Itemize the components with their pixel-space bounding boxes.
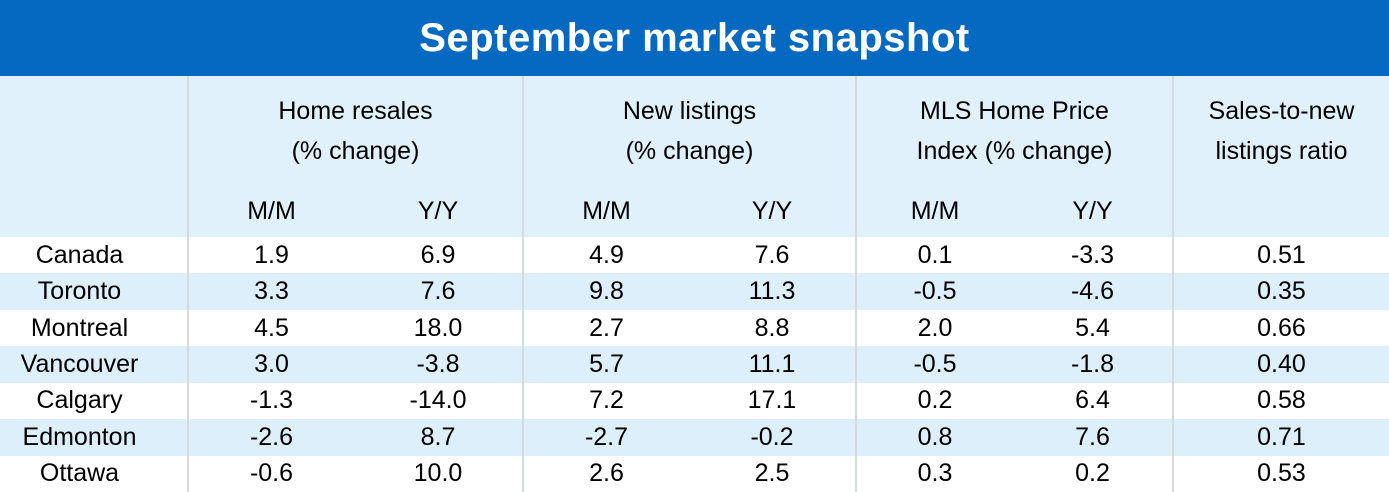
value-cell: -3.3 (1070, 240, 1115, 269)
col-header-line: New listings (622, 96, 757, 125)
table-row: Vancouver 3.0 -3.8 5.7 11.1 -0.5 -1.8 0.40 (0, 346, 1389, 383)
value-cell: 8.8 (754, 313, 790, 342)
value-cell: 2.5 (754, 459, 790, 488)
value-cell: 11.3 (748, 277, 796, 306)
subheader-nl-mm: M/M (522, 185, 689, 237)
col-header-line: Sales-to-new (1208, 96, 1355, 125)
subheader-hr-mm: M/M (187, 185, 354, 237)
col-header-line: Home resales (278, 96, 433, 125)
value-cell: 0.53 (1172, 455, 1389, 492)
table-row: Edmonton -2.6 8.7 -2.7 -0.2 0.8 7.6 0.71 (0, 419, 1389, 456)
value-cell: 0.71 (1172, 419, 1389, 456)
table-row: Toronto 3.3 7.6 9.8 11.3 -0.5 -4.6 0.35 (0, 273, 1389, 310)
value-cell: 7.2 (522, 382, 689, 420)
value-cell: 5.4 (1075, 313, 1110, 342)
value-cell: 3.3 (187, 273, 354, 310)
value-cell: 6.4 (1075, 386, 1110, 415)
city-cell: Montreal (30, 313, 129, 342)
col-header-mls-hpi: MLS Home Price Index (% change) (855, 76, 1172, 185)
value-cell: 2.6 (522, 455, 689, 492)
subheader-ratio-blank (1172, 185, 1389, 237)
value-cell: 0.40 (1172, 346, 1389, 383)
value-cell: -0.6 (187, 455, 354, 492)
value-cell: -14.0 (409, 386, 467, 415)
city-cell: Calgary (36, 386, 123, 415)
city-cell: Edmonton (22, 422, 137, 451)
col-header-line: listings ratio (1215, 136, 1348, 165)
city-column-header-blank (0, 76, 187, 185)
subheader-nl-yy: Y/Y (751, 196, 793, 225)
subheader-mls-yy: Y/Y (1072, 196, 1113, 225)
subheader-mls-mm: M/M (855, 185, 1013, 237)
col-header-sales-to-new-ratio: Sales-to-new listings ratio (1172, 76, 1389, 185)
value-cell: 0.2 (855, 382, 1013, 420)
value-cell: -1.3 (187, 382, 354, 420)
value-cell: 0.2 (1075, 459, 1110, 488)
value-cell: 0.3 (855, 455, 1013, 492)
value-cell: 5.7 (522, 346, 689, 383)
value-cell: 0.35 (1172, 273, 1389, 310)
value-cell: 0.51 (1172, 237, 1389, 274)
value-cell: -2.7 (522, 419, 689, 456)
table-body: Canada 1.9 6.9 4.9 7.6 0.1 -3.3 0.51 Toronto 3.3 7… (0, 237, 1389, 492)
value-cell: 2.0 (855, 309, 1013, 347)
value-cell: -0.5 (855, 273, 1013, 310)
value-cell: 11.1 (748, 349, 796, 378)
table-row: Calgary -1.3 -14.0 7.2 17.1 0.2 6.4 0.58 (0, 382, 1389, 420)
table-row: Montreal 4.5 18.0 2.7 8.8 2.0 5.4 0.66 (0, 309, 1389, 347)
col-header-home-resales: Home resales (% change) (187, 76, 522, 185)
col-header-line: (% change) (291, 136, 420, 165)
city-cell: Canada (35, 240, 124, 269)
city-cell: Vancouver (20, 349, 139, 378)
value-cell: 0.1 (855, 237, 1013, 274)
city-cell: Toronto (37, 277, 122, 306)
value-cell: 8.7 (420, 422, 456, 451)
value-cell: 0.66 (1172, 309, 1389, 347)
col-header-line: MLS Home Price (920, 96, 1109, 125)
value-cell: -2.6 (187, 419, 354, 456)
value-cell: 7.6 (754, 240, 790, 269)
value-cell: 7.6 (1075, 422, 1110, 451)
col-header-line: Index (% change) (916, 136, 1113, 165)
subheader-row: M/M Y/Y M/M Y/Y M/M Y/Y (0, 185, 1389, 237)
value-cell: -1.8 (1070, 349, 1115, 378)
table-row: Canada 1.9 6.9 4.9 7.6 0.1 -3.3 0.51 (0, 237, 1389, 274)
col-header-line: (% change) (625, 136, 754, 165)
value-cell: 18.0 (413, 313, 463, 342)
value-cell: 17.1 (747, 386, 797, 415)
city-cell: Ottawa (39, 459, 120, 488)
value-cell: -0.2 (750, 422, 794, 451)
page-title: September market snapshot (419, 15, 970, 60)
table-row: Ottawa -0.6 10.0 2.6 2.5 0.3 0.2 0.53 (0, 455, 1389, 492)
subheader-blank (0, 185, 187, 237)
col-header-new-listings: New listings (% change) (522, 76, 855, 185)
value-cell: 1.9 (187, 237, 354, 274)
value-cell: -0.5 (855, 346, 1013, 383)
value-cell: 0.8 (855, 419, 1013, 456)
group-header-row: Home resales (% change) New listings (% … (0, 76, 1389, 185)
title-bar: September market snapshot (0, 0, 1389, 76)
value-cell: -4.6 (1070, 277, 1115, 306)
value-cell: -3.8 (416, 349, 460, 378)
value-cell: 6.9 (420, 240, 456, 269)
value-cell: 4.5 (187, 309, 354, 347)
value-cell: 9.8 (522, 273, 689, 310)
value-cell: 7.6 (420, 277, 456, 306)
value-cell: 0.58 (1172, 382, 1389, 420)
value-cell: 3.0 (187, 346, 354, 383)
value-cell: 10.0 (413, 459, 463, 488)
value-cell: 2.7 (522, 309, 689, 347)
subheader-hr-yy: Y/Y (417, 196, 459, 225)
value-cell: 4.9 (522, 237, 689, 274)
